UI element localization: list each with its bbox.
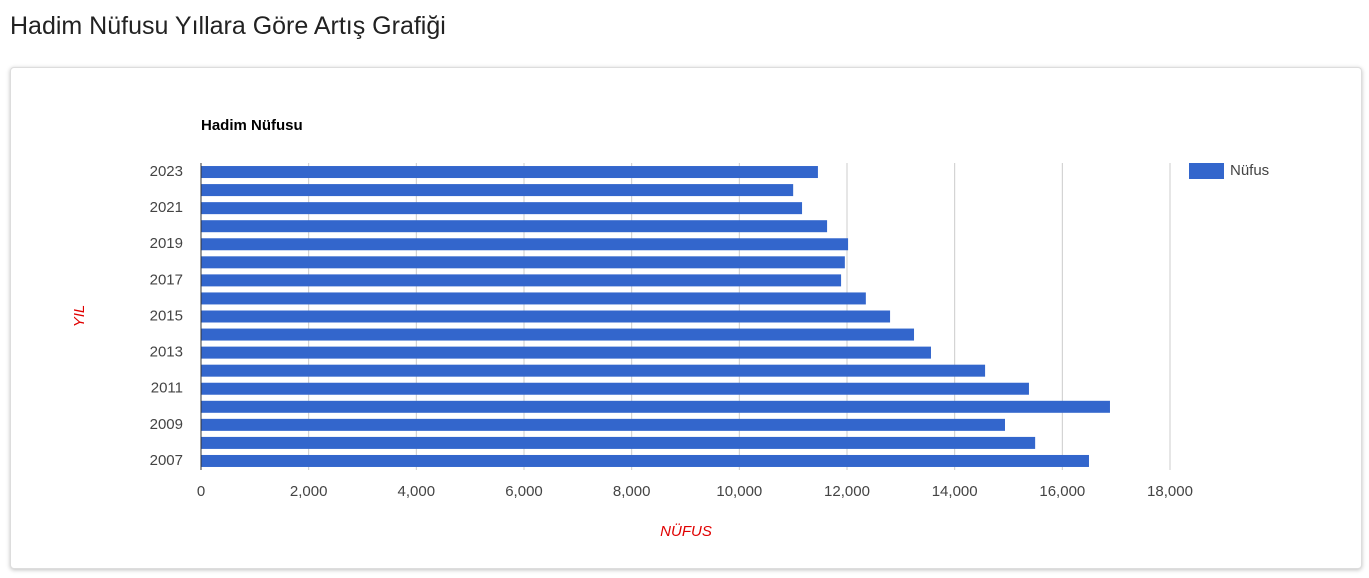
bar <box>201 256 845 269</box>
x-tick-label: 4,000 <box>398 483 436 500</box>
y-tick-label: 2017 <box>150 271 183 288</box>
page-title: Hadim Nüfusu Yıllara Göre Artış Grafiği <box>10 12 446 40</box>
y-tick-label: 2009 <box>150 416 183 433</box>
bar <box>201 328 915 341</box>
bar <box>201 202 803 215</box>
x-tick-label: 0 <box>197 483 205 500</box>
bar <box>201 346 931 359</box>
y-tick-label: 2023 <box>150 163 183 180</box>
bar <box>201 220 828 233</box>
x-tick-label: 8,000 <box>613 483 651 500</box>
x-tick-label: 2,000 <box>290 483 328 500</box>
y-tick-label: 2019 <box>150 235 183 252</box>
chart-title: Hadim Nüfusu <box>201 117 303 134</box>
y-axis-label: YIL <box>71 305 88 328</box>
y-tick-label: 2021 <box>150 199 183 216</box>
bar <box>201 454 1089 467</box>
x-tick-label: 10,000 <box>716 483 762 500</box>
x-axis-label: NÜFUS <box>660 522 712 540</box>
bar <box>201 292 866 305</box>
bar <box>201 364 986 377</box>
bar <box>201 418 1006 431</box>
y-tick-label: 2013 <box>150 344 183 361</box>
bar <box>201 436 1036 449</box>
legend-swatch <box>1189 163 1224 179</box>
x-tick-label: 6,000 <box>505 483 543 500</box>
x-tick-label: 14,000 <box>932 483 978 500</box>
bar <box>201 382 1029 395</box>
x-tick-label: 12,000 <box>824 483 870 500</box>
y-tick-label: 2007 <box>150 452 183 469</box>
y-tick-label: 2011 <box>151 380 183 397</box>
y-tick-label: 2015 <box>150 307 183 324</box>
bar <box>201 166 818 179</box>
bar <box>201 274 842 287</box>
bar <box>201 310 891 323</box>
bar <box>201 238 849 251</box>
legend-label: Nüfus <box>1230 162 1269 179</box>
x-tick-label: 16,000 <box>1039 483 1085 500</box>
bar <box>201 184 794 197</box>
x-tick-label: 18,000 <box>1147 483 1193 500</box>
bar <box>201 400 1110 413</box>
